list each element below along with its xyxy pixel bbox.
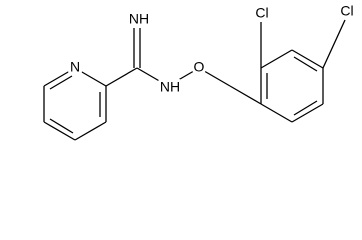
bond — [293, 56, 318, 72]
bond — [49, 75, 73, 90]
bond — [167, 67, 200, 87]
page: N NH NH O Cl Cl (() => { const data = JS… — [43, 2, 354, 141]
atom-label: O — [194, 59, 205, 75]
bond — [291, 103, 324, 123]
atom-label: NH — [160, 79, 180, 95]
atom-label: Cl — [340, 3, 353, 19]
bond — [291, 49, 324, 69]
bonds — [43, 19, 346, 141]
bond — [229, 85, 262, 105]
bond — [49, 118, 74, 134]
bond — [198, 67, 231, 87]
structure-diagram: N NH NH O Cl Cl — [43, 2, 354, 141]
bond — [43, 121, 76, 141]
bond — [260, 103, 293, 123]
bond — [136, 67, 169, 87]
bond — [105, 67, 138, 87]
atom-label: N — [70, 59, 80, 75]
atom-label: Cl — [255, 5, 268, 21]
bond — [322, 19, 346, 69]
atom-label: NH — [129, 11, 149, 27]
bond — [74, 121, 107, 141]
bond — [74, 67, 107, 87]
bond — [260, 49, 293, 69]
bond — [43, 67, 76, 87]
bond — [293, 100, 318, 116]
